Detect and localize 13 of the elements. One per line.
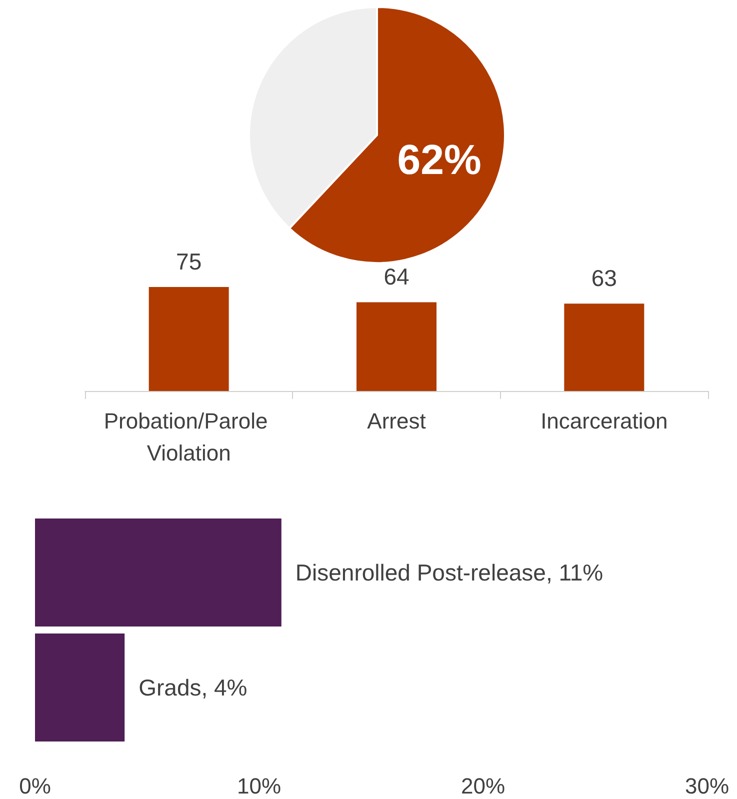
- x-tick-label: Probation/Parole Violation: [104, 408, 274, 466]
- data-label: 62%: [397, 136, 482, 184]
- x-tick-label: Incarceration: [540, 408, 668, 434]
- data-label: 64: [384, 264, 410, 290]
- x-tick-label: 10%: [236, 774, 282, 798]
- x-tick-label: 30%: [684, 774, 730, 798]
- data-label: 63: [591, 265, 617, 292]
- x-tick-label: 0%: [19, 774, 51, 798]
- x-tick-label: 20%: [460, 774, 506, 798]
- data-label: Disenrolled Post-release, 11%: [295, 560, 604, 586]
- x-tick-label: Arrest: [367, 408, 426, 434]
- data-label: 75: [176, 248, 202, 274]
- data-label: Grads, 4%: [138, 674, 248, 700]
